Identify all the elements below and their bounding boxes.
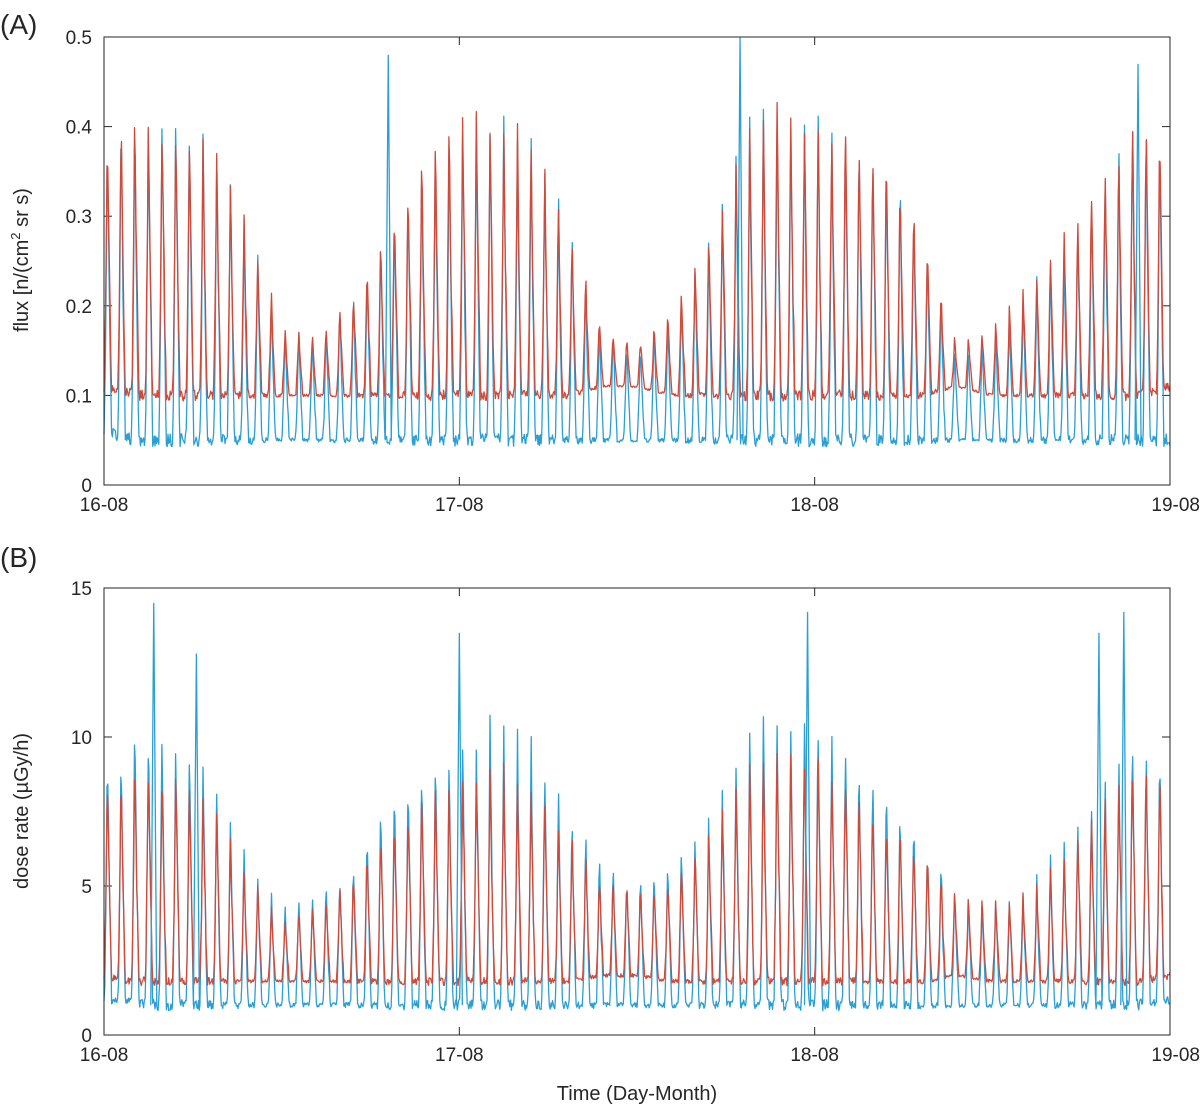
panel-a-frame xyxy=(103,36,1171,486)
panel-b-series-1-line xyxy=(103,752,1171,987)
panel-a-xtick-label: 17-08 xyxy=(435,495,484,516)
panel-a-ytick-label: 0.3 xyxy=(66,207,92,228)
panel-a-ylabel: flux [n/(cm2 sr s) xyxy=(8,188,33,332)
panel-b-dose-rate: (B) dose rate (µGy/h) 0 5 10 15 16-08 17-08 18… xyxy=(0,542,1200,1066)
panel-a-label: (A) xyxy=(0,9,37,40)
panel-b-spike xyxy=(1120,611,1128,1006)
panel-b-label: (B) xyxy=(0,542,37,573)
panel-a-series xyxy=(103,36,1171,448)
panel-b-ylabel-main: dose rate (µGy/h) xyxy=(11,733,33,889)
panel-b-spike xyxy=(192,653,201,1006)
panel-a-ytick-label: 0.2 xyxy=(66,297,92,318)
panel-b-spike xyxy=(1095,632,1103,1006)
panel-a-ylabel-sup: 2 xyxy=(8,232,23,239)
panel-b-ytick-label: 5 xyxy=(81,877,92,898)
panel-a-series-0-line xyxy=(103,108,1171,448)
panel-b-ytick-label: 0 xyxy=(81,1026,92,1047)
panel-a-ytick-label: 0.4 xyxy=(66,118,93,139)
panel-a-spike xyxy=(1134,63,1142,441)
panel-a-series-1-line xyxy=(103,101,1171,402)
panel-a-ytick-label: 0 xyxy=(81,476,92,497)
panel-b-xtick-label: 16-08 xyxy=(80,1045,129,1066)
panel-b-frame xyxy=(103,587,1171,1036)
panel-a-spike xyxy=(384,54,392,441)
panel-b-spike xyxy=(455,632,463,1006)
panel-b-xtick-label: 17-08 xyxy=(435,1045,484,1066)
panel-b-xtick-label: 18-08 xyxy=(790,1045,839,1066)
panel-a-xtick-label: 16-08 xyxy=(80,495,129,516)
panel-a-flux: (A) flux [n/(cm2 sr s) 0 0.1 0.2 0.3 0.4 0.5 1… xyxy=(0,9,1200,516)
panel-a-ytick-label: 0.1 xyxy=(66,386,92,407)
panel-b-series-0-line xyxy=(103,714,1171,1012)
panel-b-ylabel: dose rate (µGy/h) xyxy=(11,733,33,889)
x-axis-label: Time (Day-Month) xyxy=(557,1083,717,1105)
panel-a-xtick-label: 18-08 xyxy=(790,495,839,516)
panel-a-xtick-label: 19-08 xyxy=(1151,495,1200,516)
panel-b-spike xyxy=(803,611,812,1006)
panel-a-axes: 0 0.1 0.2 0.3 0.4 0.5 16-08 17-08 18-08 19-08 xyxy=(66,28,1200,516)
panel-a-ytick-label: 0.5 xyxy=(66,28,92,49)
panel-a-ylabel-main: flux [n/(cm xyxy=(11,240,33,332)
panel-b-spike xyxy=(150,602,158,1006)
panel-b-series xyxy=(103,602,1171,1012)
panel-b-xtick-label: 19-08 xyxy=(1151,1045,1200,1066)
panel-a-ylabel-tail: sr s) xyxy=(11,188,33,232)
panel-b-ytick-label: 10 xyxy=(71,728,92,749)
panel-b-ytick-label: 15 xyxy=(71,579,92,600)
panel-b-axes: 0 5 10 15 16-08 17-08 18-08 19-08 xyxy=(71,579,1200,1066)
